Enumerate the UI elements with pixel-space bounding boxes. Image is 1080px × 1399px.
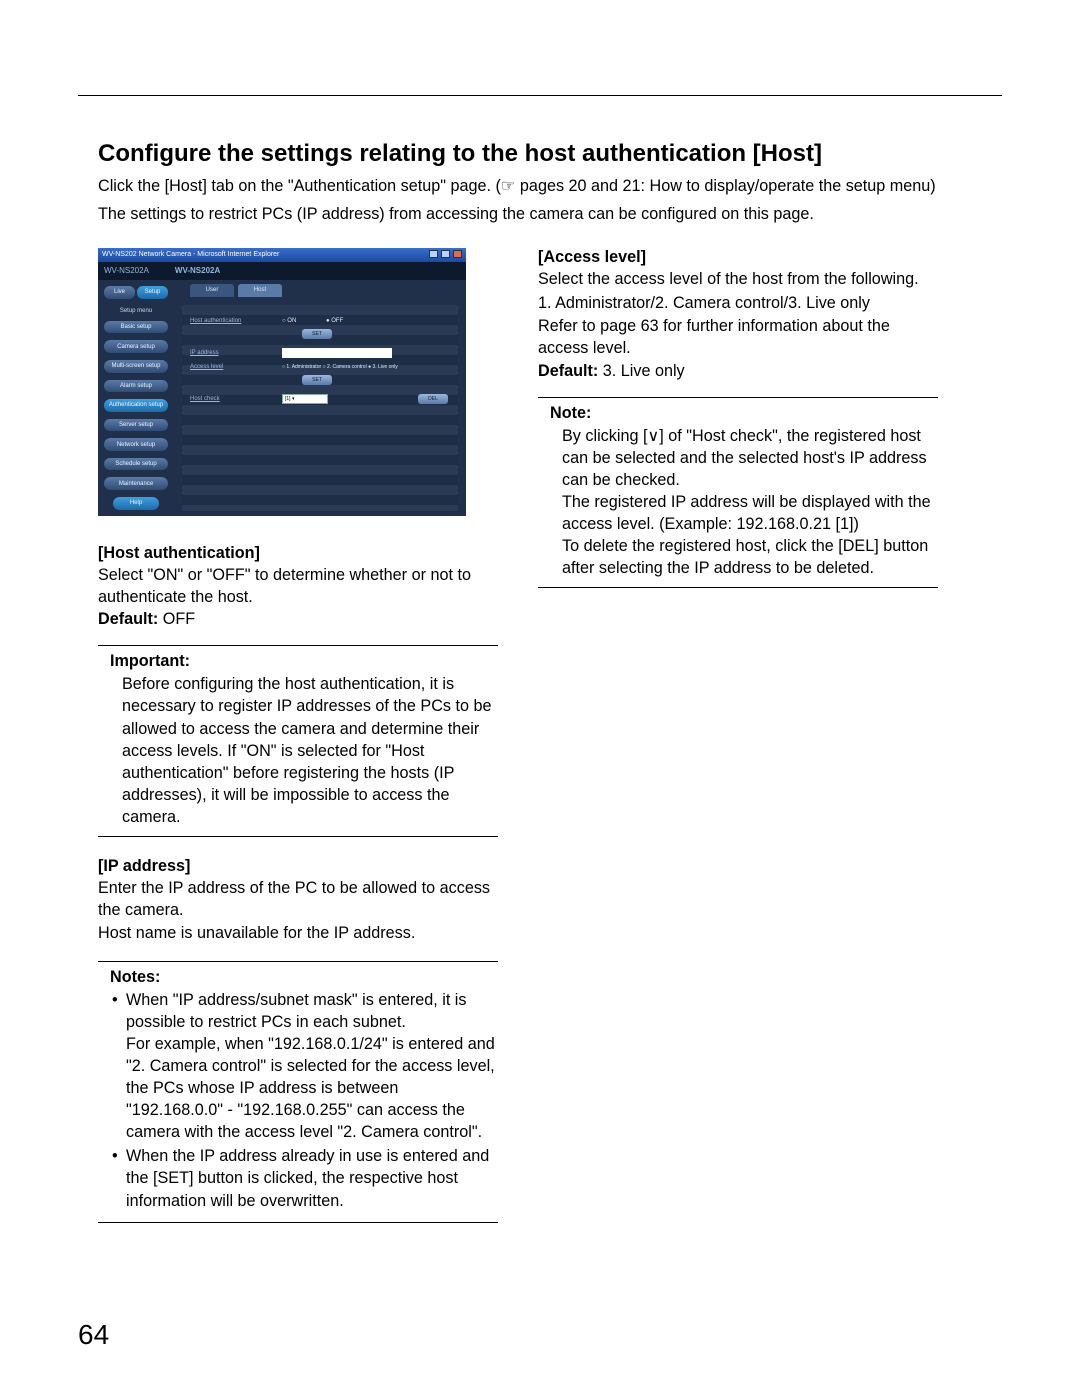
notes-head: Notes: (110, 968, 498, 987)
sidebar-item-network[interactable]: Network setup (104, 438, 168, 451)
host-auth-default: Default: OFF (98, 610, 498, 629)
two-column-layout: WV-NS202 Network Camera - Microsoft Inte… (98, 248, 1002, 1243)
right-note-l1: By clicking [∨] of "Host check", the reg… (562, 425, 938, 491)
right-note-l2: The registered IP address will be displa… (562, 491, 938, 535)
del-button[interactable]: DEL (418, 394, 448, 404)
host-auth-heading: [Host authentication] (98, 544, 498, 563)
notes-item-2: When the IP address already in use is en… (112, 1145, 498, 1211)
access-options: 1. Administrator/2. Camera control/3. Li… (538, 293, 938, 315)
host-check-label: Host check (190, 396, 272, 402)
right-note-l3: To delete the registered host, click the… (562, 535, 938, 579)
setup-tab[interactable]: Setup (137, 286, 168, 299)
sidebar-item-alarm[interactable]: Alarm setup (104, 380, 168, 393)
window-title: WV-NS202 Network Camera - Microsoft Inte… (102, 251, 279, 258)
ip-input[interactable] (282, 348, 392, 358)
window-buttons (428, 250, 462, 260)
important-box: Important: Before configuring the host a… (98, 645, 498, 836)
tab-host[interactable]: Host (238, 284, 282, 297)
row-access: Access level ○ 1. Administrator ○ 2. Cam… (182, 361, 458, 373)
sidebar-item-multiscreen[interactable]: Multi-screen setup (104, 360, 168, 373)
access-body-1: Select the access level of the host from… (538, 269, 938, 291)
sidebar-item-maintenance[interactable]: Maintenance (104, 477, 168, 490)
ip-body-2: Host name is unavailable for the IP addr… (98, 923, 498, 945)
access-label: Access level (190, 364, 272, 370)
setup-menu-label: Setup menu (120, 308, 152, 314)
right-column: [Access level] Select the access level o… (538, 248, 938, 1243)
sidebar: Live Setup Setup menu Basic setup Camera… (98, 280, 174, 516)
access-heading: [Access level] (538, 248, 938, 267)
notes-box: Notes: When "IP address/subnet mask" is … (98, 961, 498, 1222)
top-divider (78, 95, 1002, 96)
main-panel: User Host Host authentication ○ ON ● OFF (174, 280, 466, 516)
intro-line-2: The settings to restrict PCs (IP address… (98, 204, 1002, 226)
ip-label: IP address (190, 350, 272, 356)
app-body: Live Setup Setup menu Basic setup Camera… (98, 280, 466, 516)
main-tabs: User Host (182, 284, 458, 297)
access-default: Default: 3. Live only (538, 362, 938, 381)
host-check-select[interactable]: [1] ▾ (282, 394, 328, 404)
radio-on[interactable]: ○ ON (282, 318, 310, 324)
sidebar-item-camera[interactable]: Camera setup (104, 340, 168, 353)
row-host-check: Host check [1] ▾ DEL (182, 391, 458, 407)
section-title: Configure the settings relating to the h… (98, 140, 1002, 168)
live-tab[interactable]: Live (104, 286, 135, 299)
host-auth-body: Select "ON" or "OFF" to determine whethe… (98, 565, 498, 609)
page-number: 64 (78, 1319, 109, 1351)
form-area: Host authentication ○ ON ● OFF SET IP ad… (182, 305, 458, 511)
host-auth-label: Host authentication (190, 318, 272, 324)
intro-line-1: Click the [Host] tab on the "Authenticat… (98, 176, 1002, 198)
screenshot-window: WV-NS202 Network Camera - Microsoft Inte… (98, 248, 466, 516)
right-note-head: Note: (550, 404, 938, 423)
model-left: WV-NS202A (104, 266, 149, 275)
access-radios[interactable]: ○ 1. Administrator ○ 2. Camera control ●… (282, 364, 398, 370)
live-setup-tabs: Live Setup (104, 286, 168, 299)
important-body: Before configuring the host authenticati… (122, 673, 498, 827)
set-button-1[interactable]: SET (302, 329, 332, 339)
page: Configure the settings relating to the h… (0, 0, 1080, 1399)
minimize-icon[interactable] (429, 250, 438, 258)
close-icon[interactable] (453, 250, 462, 258)
window-titlebar: WV-NS202 Network Camera - Microsoft Inte… (98, 248, 466, 262)
important-head: Important: (110, 652, 498, 671)
host-auth-radios[interactable]: ○ ON ● OFF (282, 318, 371, 324)
sidebar-item-schedule[interactable]: Schedule setup (104, 458, 168, 471)
maximize-icon[interactable] (441, 250, 450, 258)
app-header: WV-NS202A WV-NS202A (98, 262, 466, 280)
right-note-box: Note: By clicking [∨] of "Host check", t… (538, 397, 938, 588)
sidebar-item-basic[interactable]: Basic setup (104, 321, 168, 334)
notes-item-1: When "IP address/subnet mask" is entered… (112, 989, 498, 1143)
ip-body-1: Enter the IP address of the PC to be all… (98, 878, 498, 922)
set-button-2[interactable]: SET (302, 375, 332, 385)
access-body-2: Refer to page 63 for further information… (538, 316, 938, 360)
notes-list: When "IP address/subnet mask" is entered… (112, 989, 498, 1211)
help-button[interactable]: Help (113, 497, 159, 510)
ip-heading: [IP address] (98, 857, 498, 876)
row-ip: IP address (182, 345, 458, 361)
sidebar-item-auth[interactable]: Authentication setup (104, 399, 168, 412)
radio-off[interactable]: ● OFF (326, 318, 357, 324)
row-host-auth: Host authentication ○ ON ● OFF (182, 315, 458, 327)
model-title: WV-NS202A (175, 266, 220, 275)
sidebar-item-server[interactable]: Server setup (104, 419, 168, 432)
tab-user[interactable]: User (190, 284, 234, 297)
left-column: WV-NS202 Network Camera - Microsoft Inte… (98, 248, 498, 1243)
